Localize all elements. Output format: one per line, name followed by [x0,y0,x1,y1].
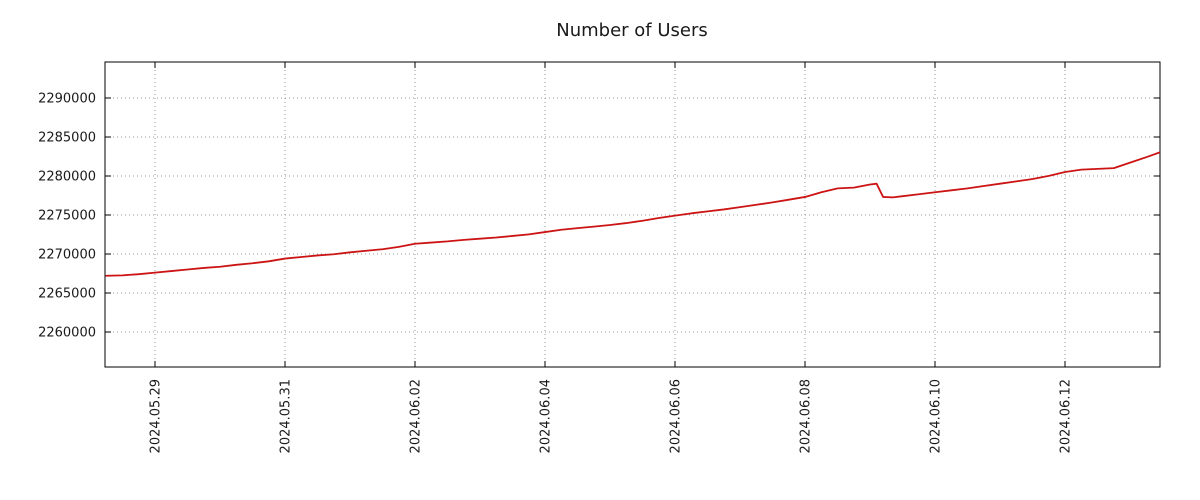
grid-layer [105,62,1160,367]
data-line [105,151,1160,277]
y-axis-tick-label: 2260000 [38,325,96,340]
x-axis-tick-label: 2024.05.29 [149,379,164,453]
y-axis-tick-label: 2265000 [38,286,96,301]
label-layer: 2260000 2265000 2270000 2275000 2280000 22850… [38,91,1074,453]
chart-title: Number of Users [556,20,708,41]
y-axis-tick-label: 2290000 [38,91,96,106]
axis-layer [104,61,1161,368]
plot-border [104,61,1161,368]
y-axis-tick-label: 2270000 [38,247,96,262]
x-axis-tick-label: 2024.06.08 [799,379,814,453]
x-axis-tick-label: 2024.05.31 [279,379,294,453]
x-axis-tick-label: 2024.06.06 [669,379,684,453]
x-axis-tick-label: 2024.06.12 [1059,379,1074,453]
x-axis-tick-label: 2024.06.10 [929,379,944,453]
x-axis-tick-label: 2024.06.04 [539,379,554,453]
y-axis-tick-label: 2275000 [38,208,96,223]
y-axis-tick-label: 2280000 [38,169,96,184]
x-axis-tick-label: 2024.06.02 [409,379,424,453]
y-axis-tick-label: 2285000 [38,130,96,145]
series-layer [105,151,1160,277]
